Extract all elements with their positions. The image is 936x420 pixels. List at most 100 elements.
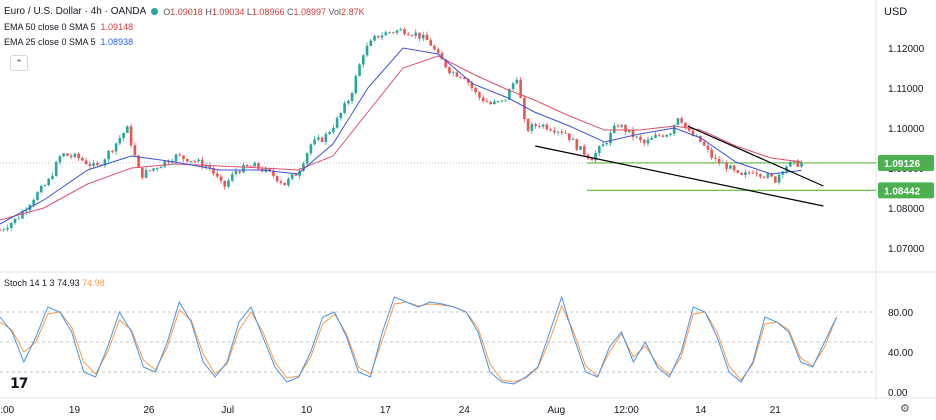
candle-body <box>204 166 208 168</box>
candle-body <box>740 172 743 175</box>
candle-body <box>642 139 646 144</box>
price-tick-label: 1.07000 <box>888 244 925 255</box>
candle-body <box>193 161 197 162</box>
candle-body <box>302 163 305 171</box>
candle-body <box>2 229 6 231</box>
candle-body <box>129 126 133 146</box>
candle-body <box>358 64 361 77</box>
candle-body <box>789 161 792 167</box>
candle-body <box>646 139 650 144</box>
candle-body <box>354 76 358 94</box>
candle-body <box>313 139 316 145</box>
stoch-tick-label: 80.00 <box>888 308 913 319</box>
indicator-ema25[interactable]: EMA 25 close 0 SMA 5 1.08938 <box>4 34 365 49</box>
candle-body <box>107 150 110 160</box>
candle-body <box>212 168 215 174</box>
candle-body <box>362 55 365 65</box>
candle-body <box>526 119 530 131</box>
candle-body <box>425 34 429 41</box>
candle-body <box>137 155 140 168</box>
candle-body <box>384 32 388 36</box>
time-tick-label: 14 <box>695 405 707 416</box>
price-tick-label: 1.12000 <box>888 44 925 55</box>
candle-body <box>388 32 391 34</box>
stoch-d-value: 74.98 <box>82 278 105 288</box>
candle-body <box>687 127 691 131</box>
chevron-up-icon[interactable]: ⌃ <box>10 55 28 71</box>
candle-body <box>504 99 507 101</box>
candle-body <box>69 155 73 157</box>
candle-body <box>770 173 773 177</box>
candle-body <box>51 175 54 179</box>
candle-body <box>253 162 256 167</box>
symbol-row[interactable]: Euro / U.S. Dollar · 4h · OANDA O1.09018… <box>4 4 365 19</box>
stoch-k-value: 74.93 <box>57 278 80 288</box>
candle-body <box>489 102 492 105</box>
currency-selector[interactable]: USD <box>884 6 908 18</box>
candle-body <box>245 164 249 167</box>
candle-body <box>219 176 223 181</box>
stoch-legend[interactable]: Stoch 14 1 3 74.93 74.98 <box>4 278 105 288</box>
tradingview-logo-icon[interactable]: 17 <box>10 376 29 392</box>
candle-body <box>380 35 384 38</box>
candle-body <box>403 29 406 35</box>
candle-body <box>320 137 324 142</box>
candle-body <box>0 230 2 231</box>
candle-body <box>481 97 485 102</box>
candle-body <box>605 143 609 145</box>
candle-body <box>268 168 271 171</box>
candle-body <box>594 153 597 161</box>
candle-body <box>747 172 751 174</box>
candle-body <box>680 118 683 123</box>
indicator-ema50[interactable]: EMA 50 close 0 SMA 5 1.09148 <box>4 19 365 34</box>
candle-body <box>189 161 193 162</box>
candle-body <box>197 159 200 162</box>
candle-body <box>283 182 286 186</box>
time-tick-label: 0:00 <box>0 405 15 416</box>
candle-body <box>725 162 728 169</box>
candle-body <box>459 76 462 78</box>
candle-body <box>88 164 92 166</box>
candle-body <box>227 180 230 187</box>
candle-body <box>339 112 343 119</box>
price-tick-label: 1.11000 <box>888 84 924 95</box>
candle-body <box>777 174 781 183</box>
candle-body <box>751 172 755 174</box>
candle-body <box>800 162 803 167</box>
candle-body <box>54 162 58 176</box>
candle-body <box>616 125 620 127</box>
settings-gear-icon[interactable]: ⚙ <box>900 403 910 415</box>
candle-body <box>414 32 418 36</box>
candle-body <box>706 145 710 150</box>
candle-body <box>796 160 800 167</box>
price-badge-label: 1.08442 <box>884 186 921 197</box>
candle-body <box>43 185 47 186</box>
candle-body <box>721 162 725 164</box>
candle-body <box>534 124 537 127</box>
candle-body <box>684 122 687 128</box>
price-badge <box>878 154 934 171</box>
candle-body <box>744 172 747 175</box>
candle-body <box>575 139 579 150</box>
candle-body <box>627 129 631 132</box>
candle-body <box>691 130 695 136</box>
candle-body <box>538 126 541 127</box>
candle-body <box>478 92 481 98</box>
candle-body <box>391 32 395 34</box>
candle-body <box>174 154 178 162</box>
candle-body <box>13 218 17 223</box>
candle-body <box>436 49 440 54</box>
candle-body <box>736 170 740 173</box>
trendline <box>535 145 824 207</box>
candle-body <box>515 79 519 84</box>
candle-body <box>215 173 219 177</box>
candle-body <box>298 170 301 176</box>
candle-body <box>178 154 182 156</box>
candle-body <box>564 132 567 134</box>
candle-body <box>710 149 713 158</box>
candle-body <box>410 35 414 36</box>
candle-body <box>324 134 328 142</box>
candle-body <box>549 129 552 131</box>
candle-body <box>234 171 238 175</box>
